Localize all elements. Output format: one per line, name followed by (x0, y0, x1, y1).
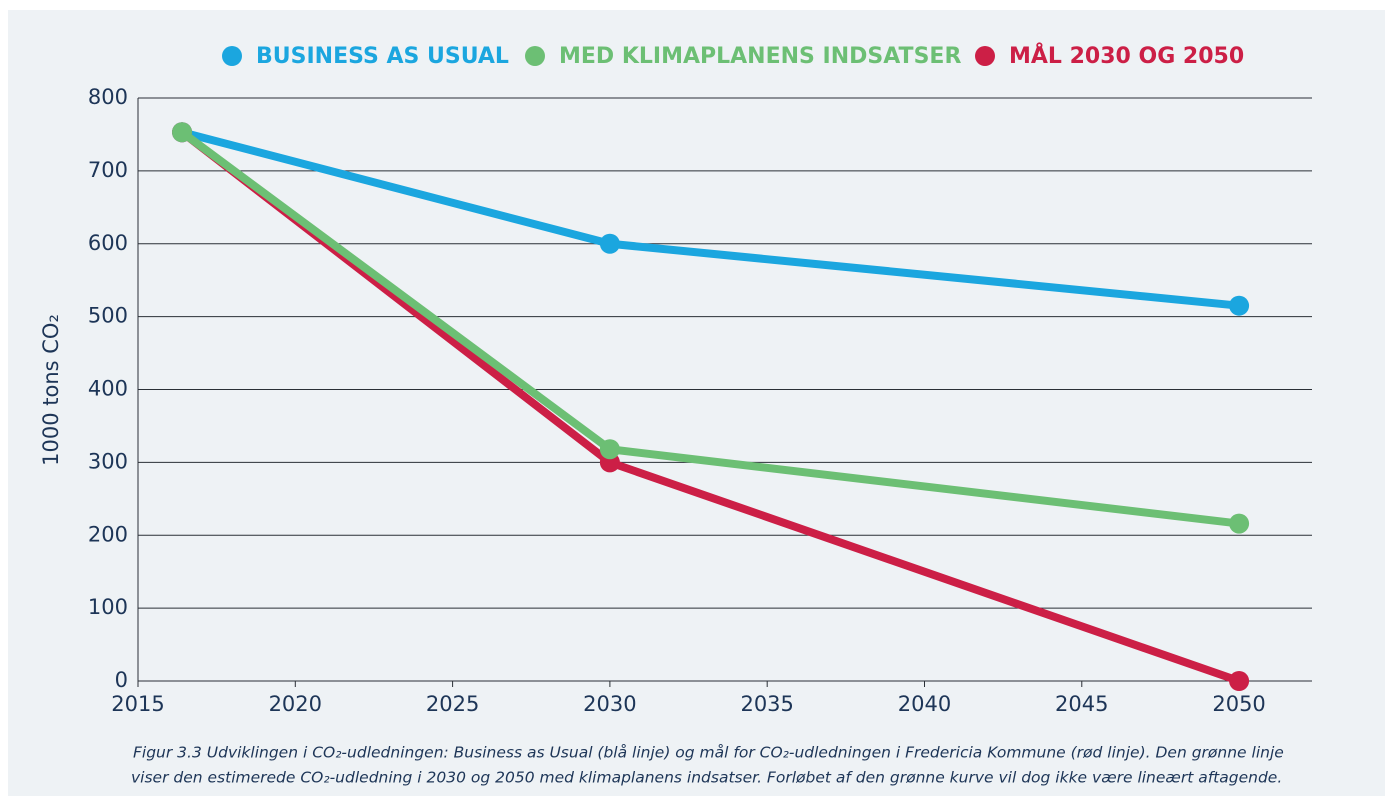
data-point (172, 122, 193, 143)
caption-line: Figur 3.3 Udviklingen i CO₂-udledningen:… (133, 744, 1284, 762)
x-tick-label: 2045 (1055, 692, 1108, 716)
y-tick-label: 400 (88, 377, 128, 401)
data-point (599, 439, 620, 460)
data-point (1229, 295, 1250, 316)
data-point (599, 233, 620, 254)
legend-label: BUSINESS AS USUAL (256, 44, 509, 69)
legend-marker (222, 46, 242, 66)
y-tick-label: 700 (88, 158, 128, 182)
y-tick-label: 500 (88, 304, 128, 328)
chart-background (8, 10, 1385, 796)
y-axis-label: 1000 tons CO₂ (39, 314, 63, 466)
legend-marker (975, 46, 995, 66)
y-tick-label: 600 (88, 231, 128, 255)
y-tick-label: 800 (88, 85, 128, 109)
x-tick-label: 2040 (898, 692, 951, 716)
x-tick-label: 2035 (740, 692, 793, 716)
x-tick-label: 2030 (583, 692, 636, 716)
data-point (1229, 671, 1250, 691)
x-tick-label: 2015 (111, 692, 164, 716)
legend-marker (525, 46, 545, 66)
y-tick-label: 200 (88, 522, 128, 546)
y-tick-label: 100 (88, 595, 128, 619)
x-tick-label: 2050 (1212, 692, 1265, 716)
caption-line: viser den estimerede CO₂-udledning i 203… (131, 769, 1282, 787)
legend-label: MÅL 2030 OG 2050 (1009, 43, 1244, 69)
y-tick-label: 300 (88, 449, 128, 473)
x-tick-label: 2025 (426, 692, 479, 716)
y-tick-label: 0 (115, 668, 128, 692)
data-point (1229, 513, 1250, 534)
legend-label: MED KLIMAPLANENS INDSATSER (559, 44, 961, 69)
x-tick-label: 2020 (269, 692, 322, 716)
